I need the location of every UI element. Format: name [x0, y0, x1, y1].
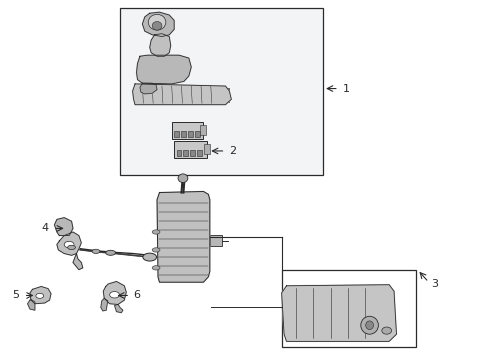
Ellipse shape [178, 174, 188, 183]
Polygon shape [115, 305, 123, 313]
Polygon shape [54, 218, 73, 235]
Bar [210, 235, 222, 246]
Ellipse shape [152, 248, 160, 252]
Ellipse shape [152, 22, 162, 30]
Bar [195, 131, 199, 136]
Bar [181, 131, 186, 136]
Polygon shape [57, 232, 81, 255]
Ellipse shape [361, 316, 378, 334]
Polygon shape [133, 84, 231, 105]
Bar [174, 131, 179, 136]
Bar [183, 150, 188, 156]
Polygon shape [157, 192, 210, 282]
Ellipse shape [143, 253, 157, 261]
Bar [174, 140, 207, 158]
Text: 1: 1 [343, 84, 350, 94]
Bar [282, 270, 416, 347]
Polygon shape [137, 55, 191, 84]
Ellipse shape [64, 241, 74, 248]
Ellipse shape [36, 293, 44, 298]
Polygon shape [282, 285, 396, 341]
Ellipse shape [110, 292, 120, 298]
Ellipse shape [366, 321, 373, 329]
Ellipse shape [152, 230, 160, 234]
Bar [188, 131, 193, 136]
Bar [216, 88, 229, 102]
Ellipse shape [152, 266, 160, 270]
Polygon shape [150, 34, 171, 56]
Bar [172, 122, 203, 139]
Bar [121, 8, 323, 175]
Bar [176, 150, 181, 156]
Ellipse shape [92, 249, 100, 253]
Polygon shape [143, 12, 174, 37]
Polygon shape [73, 253, 83, 270]
Polygon shape [103, 282, 126, 305]
Ellipse shape [68, 245, 75, 249]
Polygon shape [140, 83, 157, 94]
Text: 4: 4 [41, 224, 48, 233]
Text: 3: 3 [432, 279, 439, 289]
Ellipse shape [148, 14, 166, 30]
Ellipse shape [382, 327, 392, 334]
Ellipse shape [106, 250, 116, 255]
Bar [190, 150, 195, 156]
Text: 5: 5 [12, 291, 19, 301]
Text: 2: 2 [229, 146, 237, 156]
Bar [200, 125, 206, 135]
Polygon shape [101, 298, 108, 311]
Bar [204, 144, 210, 154]
Text: 6: 6 [134, 291, 141, 301]
Polygon shape [27, 300, 35, 310]
Polygon shape [30, 287, 51, 304]
Bar [197, 150, 202, 156]
